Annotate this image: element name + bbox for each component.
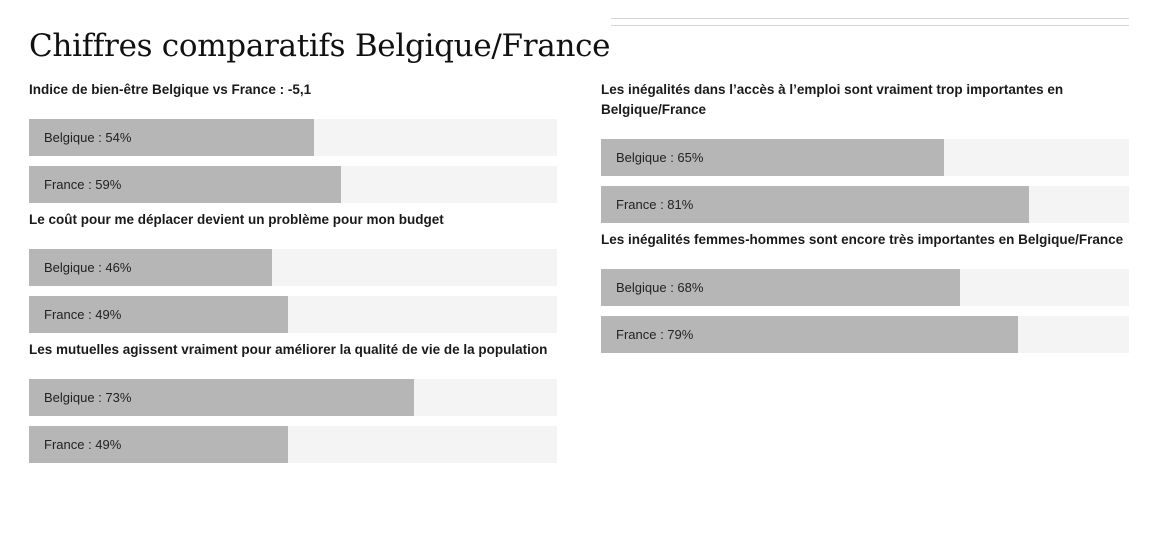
bar-belgique	[29, 119, 315, 156]
bar-track-france: France : 49%	[29, 296, 557, 333]
bar-france	[29, 166, 341, 203]
divider-line	[611, 25, 1129, 26]
bar-france	[601, 186, 1029, 223]
bar-track-belgique: Belgique : 46%	[29, 249, 557, 286]
bar-group: Belgique : 73% France : 49%	[29, 379, 557, 463]
bar-label: France : 59%	[44, 177, 122, 192]
question-title: Les inégalités dans l’accès à l’emploi s…	[601, 82, 1064, 117]
question-group: Les mutuelles agissent vraiment pour amé…	[29, 340, 557, 463]
question-title: Les mutuelles agissent vraiment pour amé…	[29, 342, 548, 357]
bar-france	[601, 316, 1019, 353]
bar-label: France : 81%	[616, 197, 694, 212]
bar-group: Belgique : 68% France : 79%	[601, 269, 1129, 353]
bar-label: Belgique : 73%	[44, 390, 132, 405]
bar-label: Belgique : 46%	[44, 260, 132, 275]
question-title: Les inégalités femmes-hommes sont encore…	[601, 232, 1124, 247]
bar-belgique	[601, 269, 961, 306]
chart-column-left: Indice de bien-être Belgique vs France :…	[29, 80, 557, 463]
header-divider	[611, 18, 1129, 32]
question-group: Indice de bien-être Belgique vs France :…	[29, 80, 557, 203]
divider-line	[611, 18, 1129, 19]
bar-label: France : 49%	[44, 437, 122, 452]
bar-track-belgique: Belgique : 73%	[29, 379, 557, 416]
question-group: Les inégalités femmes-hommes sont encore…	[601, 230, 1129, 353]
bar-label: France : 49%	[44, 307, 122, 322]
bar-track-belgique: Belgique : 54%	[29, 119, 557, 156]
question-title: Le coût pour me déplacer devient un prob…	[29, 212, 444, 227]
bar-label: Belgique : 54%	[44, 130, 132, 145]
bar-track-belgique: Belgique : 65%	[601, 139, 1129, 176]
bar-track-france: France : 49%	[29, 426, 557, 463]
bar-label: Belgique : 68%	[616, 280, 704, 295]
bar-track-belgique: Belgique : 68%	[601, 269, 1129, 306]
bar-belgique	[29, 379, 415, 416]
question-title: Indice de bien-être Belgique vs France :…	[29, 82, 312, 97]
bar-france	[29, 426, 288, 463]
chart-column-right: Les inégalités dans l’accès à l’emploi s…	[601, 80, 1129, 353]
bar-track-france: France : 79%	[601, 316, 1129, 353]
bar-label: France : 79%	[616, 327, 694, 342]
page-title: Chiffres comparatifs Belgique/France	[29, 28, 611, 64]
bar-track-france: France : 59%	[29, 166, 557, 203]
bar-france	[29, 296, 288, 333]
question-group: Le coût pour me déplacer devient un prob…	[29, 210, 557, 333]
question-group: Les inégalités dans l’accès à l’emploi s…	[601, 80, 1129, 223]
bar-label: Belgique : 65%	[616, 150, 704, 165]
bar-belgique	[601, 139, 945, 176]
bar-track-france: France : 81%	[601, 186, 1129, 223]
bar-belgique	[29, 249, 272, 286]
bar-group: Belgique : 65% France : 81%	[601, 139, 1129, 223]
bar-group: Belgique : 54% France : 59%	[29, 119, 557, 203]
bar-group: Belgique : 46% France : 49%	[29, 249, 557, 333]
